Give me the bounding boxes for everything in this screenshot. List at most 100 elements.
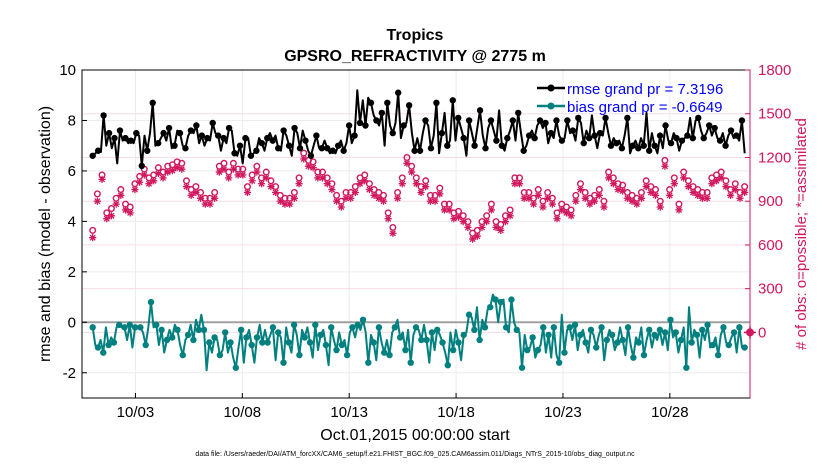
rmse-point (384, 99, 391, 107)
rmse-point (296, 145, 304, 152)
bias-point (359, 316, 367, 323)
y2-tick-label: 900 (758, 193, 783, 210)
rmse-point (165, 124, 173, 132)
obs-possible-point (609, 174, 617, 182)
rmse-point (274, 145, 282, 152)
rmse-point (416, 147, 424, 154)
rmse-point (193, 122, 200, 129)
rmse-point (100, 112, 107, 119)
obs-assimilated-point (93, 197, 101, 205)
bias-point (741, 344, 748, 351)
rmse-point (302, 137, 309, 144)
rmse-point (695, 114, 702, 122)
rmse-point (738, 117, 746, 124)
rmse-point (209, 119, 216, 127)
obs-possible-point (211, 188, 219, 196)
asterisk-stroke (614, 186, 622, 193)
bias-point (105, 341, 112, 349)
legend: rmse grand pr = 7.3196 bias grand pr = -… (537, 81, 723, 116)
x-tick-label: 10/13 (330, 404, 368, 421)
bias-point (534, 346, 542, 354)
obs-possible-point (501, 212, 509, 220)
obs-possible-point (258, 174, 266, 182)
bias-point (391, 324, 399, 331)
data-file-footer: data file: /Users/raeder/DAI/ATM_forcXX/… (195, 451, 635, 458)
axes: 10/03 10/08 10/13 10/18 10/23 10/28 -2 0 2 4 6 8 10 0… (59, 62, 791, 421)
obs-possible-point (553, 209, 561, 217)
y2-tick-label: 0 (758, 324, 766, 341)
series-bias (89, 293, 748, 372)
rmse-point (111, 134, 118, 142)
rmse-point (476, 107, 484, 114)
bias-point (561, 349, 568, 356)
bias-point (222, 329, 229, 336)
obs-possible-point (455, 207, 463, 215)
rmse-point (280, 127, 287, 134)
asterisk-stroke (347, 195, 354, 202)
obs-possible-point (333, 191, 341, 199)
obs-possible-point (131, 180, 139, 188)
asterisk-stroke (586, 201, 593, 208)
obs-possible-point (722, 177, 730, 185)
obs-assimilated-point (248, 177, 256, 185)
bias-point (603, 336, 611, 344)
asterisk-stroke (727, 192, 734, 199)
asterisk-stroke (150, 177, 157, 184)
asterisk-stroke (159, 174, 167, 181)
bias-point (412, 324, 420, 331)
obs-possible-point (178, 159, 186, 167)
asterisk-stroke (568, 212, 575, 219)
bias-point (280, 359, 287, 366)
series-layer (89, 89, 756, 372)
obs-possible-point (595, 186, 603, 194)
bias-point (656, 326, 664, 334)
rmse-point (313, 132, 320, 139)
bias-point (577, 331, 584, 339)
rmse-point (662, 122, 669, 129)
obs-assimilated-point (712, 177, 721, 185)
rmse-point (182, 145, 189, 152)
rmse-point (455, 114, 462, 122)
obs-possible-point (464, 218, 472, 226)
rmse-point (542, 119, 549, 127)
obs-possible-point (572, 191, 580, 199)
bias-point (184, 331, 192, 339)
rmse-point (138, 162, 145, 170)
asterisk-stroke (258, 180, 265, 187)
bias-point (709, 341, 717, 349)
rmse-point (471, 142, 478, 149)
rmse-point (324, 145, 331, 152)
bias-point (137, 324, 144, 331)
asterisk-stroke (427, 198, 434, 205)
asterisk-stroke (619, 187, 626, 195)
asterisk-stroke (244, 189, 251, 196)
bias-point (227, 339, 234, 346)
asterisk-stroke (216, 168, 223, 176)
obs-possible-point (412, 174, 420, 182)
obs-assimilated-point (121, 206, 130, 214)
asterisk-stroke (281, 201, 289, 208)
rmse-point (596, 129, 604, 137)
rmse-point (591, 132, 598, 139)
rmse-point (531, 134, 538, 142)
rmse-point (684, 132, 691, 139)
rmse-point (253, 147, 260, 154)
obs-possible-point (248, 171, 256, 179)
bias-point (349, 324, 356, 331)
rmse-point (613, 139, 620, 147)
y2-tick-label: 300 (758, 281, 783, 298)
obs-possible-point (684, 177, 692, 185)
obs-possible-point (478, 218, 486, 226)
asterisk-stroke (89, 234, 96, 241)
asterisk-stroke (417, 189, 425, 196)
rmse-point (580, 139, 587, 147)
rmse-point (116, 127, 124, 134)
obs-possible-point (323, 174, 331, 182)
rmse-point (629, 142, 637, 149)
rmse-point (651, 142, 658, 149)
obs-possible-point (534, 186, 542, 194)
obs-assimilated-point (389, 229, 397, 237)
bias-point (593, 344, 600, 351)
rmse-point (515, 109, 522, 117)
